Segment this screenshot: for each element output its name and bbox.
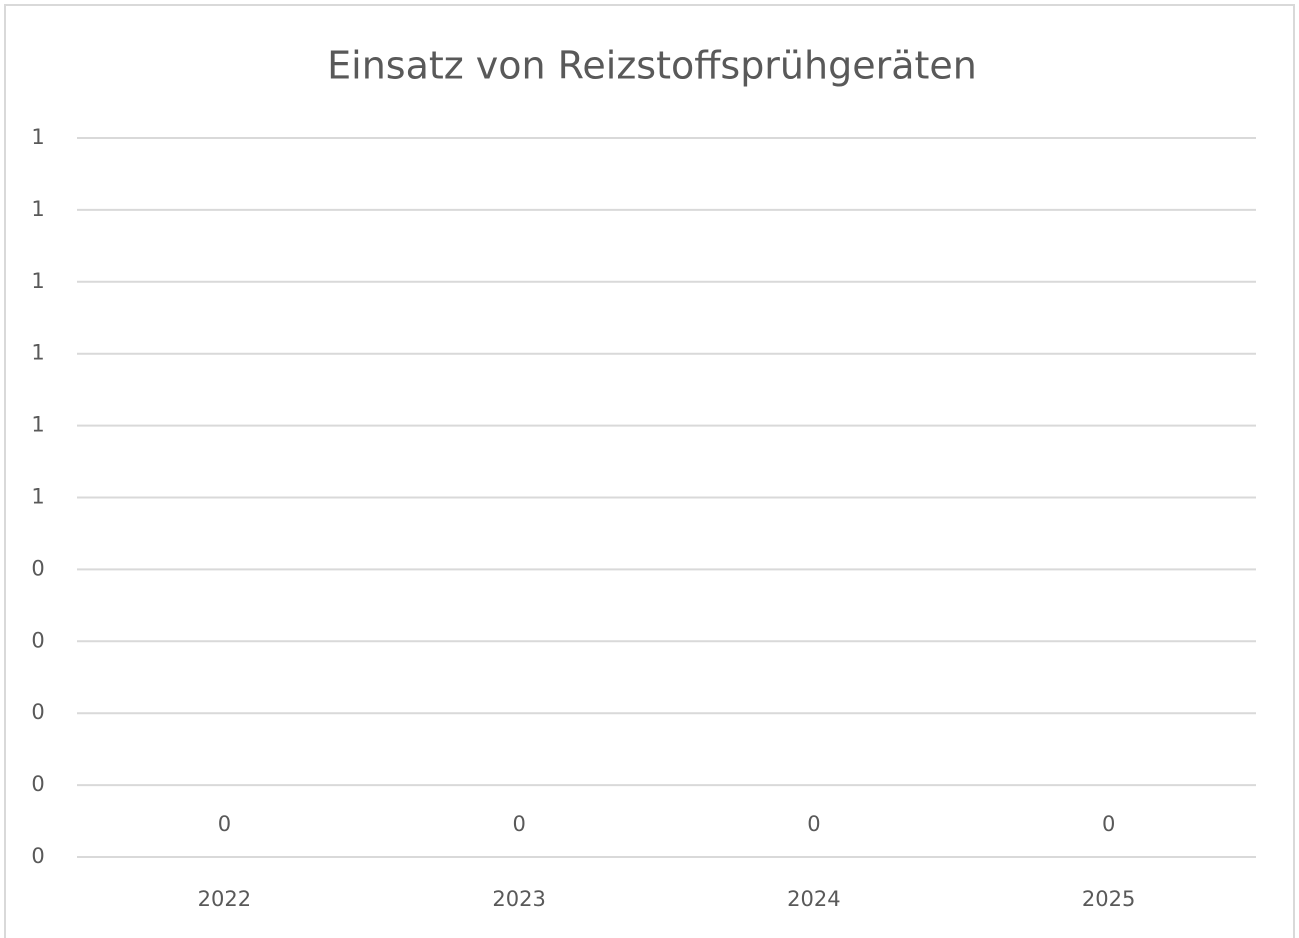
y-tick-label: 1 <box>31 341 44 365</box>
y-tick-label: 1 <box>31 269 44 293</box>
chart-border <box>4 4 1295 938</box>
x-tick-label: 2024 <box>787 887 840 911</box>
y-tick-label: 1 <box>31 485 44 509</box>
data-label: 0 <box>512 812 525 836</box>
data-label: 0 <box>218 812 231 836</box>
x-tick-label: 2023 <box>492 887 545 911</box>
y-tick-label: 0 <box>31 700 44 724</box>
y-tick-label: 0 <box>31 628 44 652</box>
y-tick-label: 1 <box>31 413 44 437</box>
y-tick-label: 0 <box>31 772 44 796</box>
data-label: 0 <box>1102 812 1115 836</box>
y-tick-label: 0 <box>31 844 44 868</box>
x-tick-label: 2022 <box>198 887 251 911</box>
y-tick-label: 0 <box>31 556 44 580</box>
data-label: 0 <box>807 812 820 836</box>
chart-title: Einsatz von Reizstoffsprühgeräten <box>327 44 977 88</box>
y-tick-label: 1 <box>31 197 44 221</box>
x-tick-label: 2025 <box>1082 887 1135 911</box>
y-tick-label: 1 <box>31 125 44 149</box>
